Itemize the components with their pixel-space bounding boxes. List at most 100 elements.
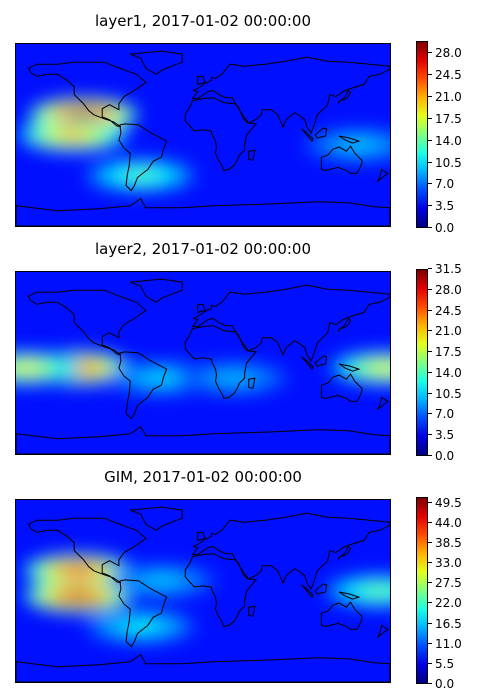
tick-label: 49.5: [435, 495, 462, 510]
panel-title: GIM, 2017-01-02 00:00:00: [104, 468, 302, 486]
coastline: [337, 89, 352, 104]
coastline: [118, 351, 168, 420]
coastline: [184, 97, 257, 171]
coastline: [301, 356, 314, 371]
tick-mark: [428, 52, 432, 54]
tick-label: 17.5: [435, 111, 462, 126]
coastline: [320, 145, 363, 174]
tick-label: 0.0: [435, 221, 455, 235]
tick-mark: [428, 642, 432, 644]
coastline: [27, 289, 147, 356]
tick-label: 33.0: [435, 556, 462, 570]
field-hotspot: [125, 621, 156, 631]
colorbar: [416, 497, 428, 684]
field-hotspot: [369, 363, 390, 373]
colorbar-tick: 44.0: [428, 516, 498, 530]
tick-label: 24.5: [435, 303, 462, 318]
tick-mark: [428, 602, 432, 604]
map-svg: [16, 272, 390, 454]
coastline: [197, 303, 206, 314]
tick-mark: [428, 662, 432, 664]
coastline: [16, 197, 390, 226]
tick-label: 0.0: [435, 677, 455, 691]
tick-mark: [428, 117, 432, 119]
colorbar-tick: 17.5: [428, 345, 498, 359]
coastline: [16, 653, 390, 682]
colorbar-tick: 0.0: [428, 221, 498, 235]
field-hotspot: [58, 130, 89, 140]
colorbar-tick: 49.5: [428, 496, 498, 510]
colorbar-tick: 16.5: [428, 617, 498, 631]
coastline: [191, 56, 390, 135]
map-panel-2: layer2, 2017-01-02 00:00:00 0.0 3.5 7.0 10.5…: [0, 236, 500, 468]
tick-mark: [428, 413, 432, 415]
colorbar-tick: 5.5: [428, 657, 498, 671]
colorbar-tick: 14.0: [428, 134, 498, 148]
field-hotspot: [16, 363, 42, 373]
tick-label: 5.5: [435, 656, 455, 671]
tick-mark: [428, 96, 432, 98]
coastline: [301, 128, 314, 143]
colorbar-tick: 21.0: [428, 90, 498, 104]
colorbar-ticks: 0.0 5.5 11.0 16.5 22.0 27.5 33.0 38.5 44.0 49.5: [428, 496, 498, 691]
field-hotspot: [63, 566, 94, 576]
tick-mark: [428, 455, 432, 456]
field-hotspot: [146, 576, 177, 586]
tick-label: 14.0: [435, 365, 462, 380]
tick-label: 10.5: [435, 386, 462, 401]
colorbar-tick: 7.0: [428, 407, 498, 421]
colorbar-tick: 3.5: [428, 199, 498, 213]
coastline: [184, 325, 257, 399]
tick-mark: [428, 562, 432, 563]
coastline: [320, 373, 363, 402]
tick-mark: [428, 74, 432, 76]
coastline: [314, 127, 328, 139]
colorbar-tick: 38.5: [428, 536, 498, 550]
tick-label: 7.0: [435, 407, 455, 422]
map-svg: [16, 500, 390, 682]
field-layer: [24, 554, 390, 643]
coastline: [197, 75, 206, 86]
tick-mark: [428, 309, 432, 311]
colorbar-tick: 33.0: [428, 556, 498, 570]
tick-label: 28.0: [435, 282, 462, 297]
coastline: [130, 278, 183, 303]
field-hotspot: [146, 373, 177, 383]
tick-label: 38.5: [435, 535, 462, 550]
coastline: [191, 512, 390, 591]
coastline: [314, 355, 328, 367]
colorbar-tick: 24.5: [428, 304, 498, 318]
tick-label: 21.0: [435, 90, 462, 105]
coastline: [118, 579, 168, 648]
colorbar-tick: 3.5: [428, 428, 498, 442]
field-hotspot: [364, 586, 390, 596]
tick-label: 22.0: [435, 596, 462, 611]
panel-title: layer2, 2017-01-02 00:00:00: [94, 240, 312, 258]
coastline: [130, 506, 183, 531]
coastline: [248, 605, 256, 617]
tick-mark: [428, 582, 432, 584]
tick-mark: [428, 288, 432, 290]
colorbar-tick: 21.0: [428, 324, 498, 338]
map-area: [15, 499, 391, 683]
tick-mark: [428, 268, 432, 269]
tick-mark: [428, 683, 432, 684]
coastline: [338, 591, 361, 600]
coastline: [337, 317, 352, 332]
coastline: [301, 584, 314, 599]
coastline: [191, 284, 390, 363]
tick-mark: [428, 622, 432, 624]
coastline: [248, 149, 256, 161]
colorbar-ticks: 0.0 3.5 7.0 10.5 14.0 17.5 21.0 24.5 28.0: [428, 41, 498, 235]
colorbar-tick: 22.0: [428, 596, 498, 610]
tick-mark: [428, 205, 432, 207]
field-layer: [16, 351, 390, 395]
colorbar-tick: 10.5: [428, 156, 498, 170]
tick-mark: [428, 227, 432, 228]
colorbar: [416, 41, 428, 228]
coastline: [130, 50, 183, 75]
colorbar-tick: 10.5: [428, 387, 498, 401]
tick-label: 17.5: [435, 345, 462, 360]
coastline: [16, 425, 390, 454]
coastline: [118, 123, 168, 192]
